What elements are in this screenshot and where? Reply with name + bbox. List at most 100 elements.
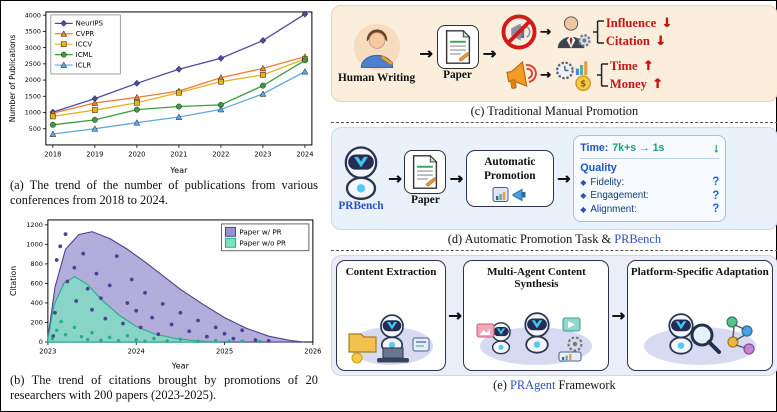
svg-text:2023: 2023	[39, 347, 56, 355]
svg-text:800: 800	[30, 260, 42, 268]
svg-text:$: $	[580, 80, 586, 90]
caption-d: (d) Automatic Promotion Task & PRBench	[331, 232, 777, 247]
step-multi-agent-synthesis: Multi-Agent Content Synthesis	[463, 260, 610, 371]
caption-a: (a) The trend of the number of publicati…	[10, 177, 318, 207]
human-writer-icon	[353, 23, 400, 71]
down-arrow-icon: ↓	[654, 33, 666, 49]
panel-traditional-promotion: Human Writing → Paper →	[331, 5, 777, 102]
time-money-icon: $	[555, 61, 591, 92]
up-arrow-icon: ↑	[642, 58, 654, 74]
manual-promotion-flows: → Influence ↓	[500, 13, 672, 94]
outcome-time: Time ↑	[610, 59, 663, 74]
outcome-label: Citation	[605, 33, 650, 48]
quality-item-value: ?	[712, 203, 720, 216]
svg-text:2023: 2023	[254, 150, 271, 158]
no-promotion-icon	[501, 14, 537, 50]
citations-chart: 0 200 400 600 800 1000 1200 2023 2024 2025 2026 Yea…	[9, 219, 321, 370]
no-promotion-row: → Influence ↓	[500, 13, 672, 51]
diamond-bullet-icon: ◆	[580, 191, 587, 201]
paper-block-d: Paper	[404, 150, 447, 207]
prbench-label: PRBench	[338, 200, 384, 213]
step-title: Multi-Agent Content Synthesis	[487, 266, 586, 291]
svg-text:400: 400	[30, 299, 42, 307]
arrow-icon: →	[482, 44, 496, 63]
svg-text:1500: 1500	[25, 93, 41, 100]
human-writing-block: Human Writing	[338, 22, 415, 85]
quality-item-fidelity: ◆ Fidelity: ?	[580, 176, 719, 188]
benchmark-metrics-box: Time: 7k+s → 1s ↓ Quality ◆ Fidelity: ? …	[573, 135, 727, 222]
svg-text:2024: 2024	[296, 150, 313, 158]
svg-text:ICLR: ICLR	[76, 61, 92, 69]
outcome-influence: Influence ↓	[606, 16, 672, 31]
svg-text:2021: 2021	[170, 150, 187, 158]
svg-text:1000: 1000	[26, 240, 43, 248]
charts-column: 500 1000 1500 2000 2500 3000 3500 4000 2018 2019 2…	[5, 4, 323, 408]
quality-item-label: Engagement:	[590, 190, 649, 202]
arrow-icon: →	[539, 24, 551, 40]
step-title: Content Extraction	[345, 266, 437, 278]
caption-d-text: (d) Automatic Promotion Task &	[447, 232, 615, 246]
arrow-icon: →	[419, 44, 433, 63]
quality-item-value: ?	[712, 176, 720, 189]
svg-text:Paper w/ PR: Paper w/ PR	[239, 227, 281, 236]
content-extraction-icon	[348, 314, 433, 365]
caption-d-link: PRBench	[614, 232, 662, 246]
outcome-label: Time	[609, 58, 638, 73]
svg-text:2019: 2019	[86, 150, 103, 158]
svg-text:Year: Year	[171, 360, 190, 370]
time-down-arrow-icon: ↓	[712, 140, 720, 156]
paper-label-d: Paper	[410, 194, 440, 207]
platform-adaptation-icon	[643, 313, 756, 365]
quality-heading: Quality	[580, 162, 617, 175]
svg-text:Year: Year	[169, 165, 188, 175]
svg-text:ICML: ICML	[76, 51, 93, 59]
time-value: 7k+s → 1s	[612, 141, 665, 154]
researcher-icon	[557, 16, 591, 49]
divider	[331, 250, 777, 251]
promotion-media-icon	[492, 186, 526, 202]
svg-text:2020: 2020	[128, 150, 145, 158]
manual-cost-row: → $	[500, 56, 672, 94]
multi-agent-synthesis-icon	[476, 312, 593, 365]
outcome-label: Money	[609, 76, 647, 91]
arrow-icon: →	[611, 306, 625, 325]
human-writing-label: Human Writing	[338, 72, 416, 85]
quality-item-alignment: ◆ Alignment: ?	[580, 203, 719, 215]
caption-b: (b) The trend of citations brought by pr…	[10, 372, 318, 402]
step-platform-adaptation: Platform-Specific Adaptation	[626, 260, 773, 371]
quality-item-value: ?	[712, 189, 720, 202]
svg-text:2025: 2025	[216, 347, 233, 355]
megaphone-icon	[506, 60, 537, 89]
svg-text:ICCV: ICCV	[76, 41, 93, 49]
arrow-icon: →	[449, 169, 463, 188]
time-label: Time:	[580, 141, 609, 154]
caption-c: (c) Traditional Manual Promotion	[470, 104, 639, 118]
svg-text:CVPR: CVPR	[76, 30, 95, 38]
caption-e-text: (e)	[493, 378, 510, 392]
paper-box	[436, 25, 479, 70]
up-arrow-icon: ↑	[651, 76, 663, 92]
svg-text:2026: 2026	[304, 347, 321, 355]
branch-connector	[596, 63, 608, 87]
svg-text:2022: 2022	[212, 150, 229, 158]
svg-text:1000: 1000	[25, 110, 41, 117]
paper-icon	[444, 29, 472, 65]
panel-automatic-promotion: PRBench → Paper → Automatic Promotion	[331, 127, 777, 230]
prbench-robot-icon	[337, 144, 385, 200]
arrow-icon: →	[556, 169, 571, 188]
caption-e: (e) PRAgent Framework	[331, 378, 777, 393]
automatic-promotion-box: Automatic Promotion	[465, 150, 554, 207]
quality-item-engagement: ◆ Engagement: ?	[580, 190, 719, 202]
svg-text:3500: 3500	[25, 29, 41, 36]
time-metric-row: Time: 7k+s → 1s ↓	[580, 140, 720, 160]
outcome-label: Influence	[605, 15, 657, 30]
svg-text:600: 600	[30, 280, 42, 288]
step-title: Platform-Specific Adaptation	[630, 266, 769, 278]
caption-e-link: PRAgent	[510, 378, 556, 392]
svg-text:4000: 4000	[25, 12, 41, 19]
diagram-column: Human Writing → Paper →	[329, 4, 777, 408]
svg-text:2000: 2000	[25, 77, 41, 84]
panel-pragent-framework: Content Extraction → Multi-Agent Content…	[331, 255, 777, 376]
svg-text:2024: 2024	[128, 347, 145, 355]
